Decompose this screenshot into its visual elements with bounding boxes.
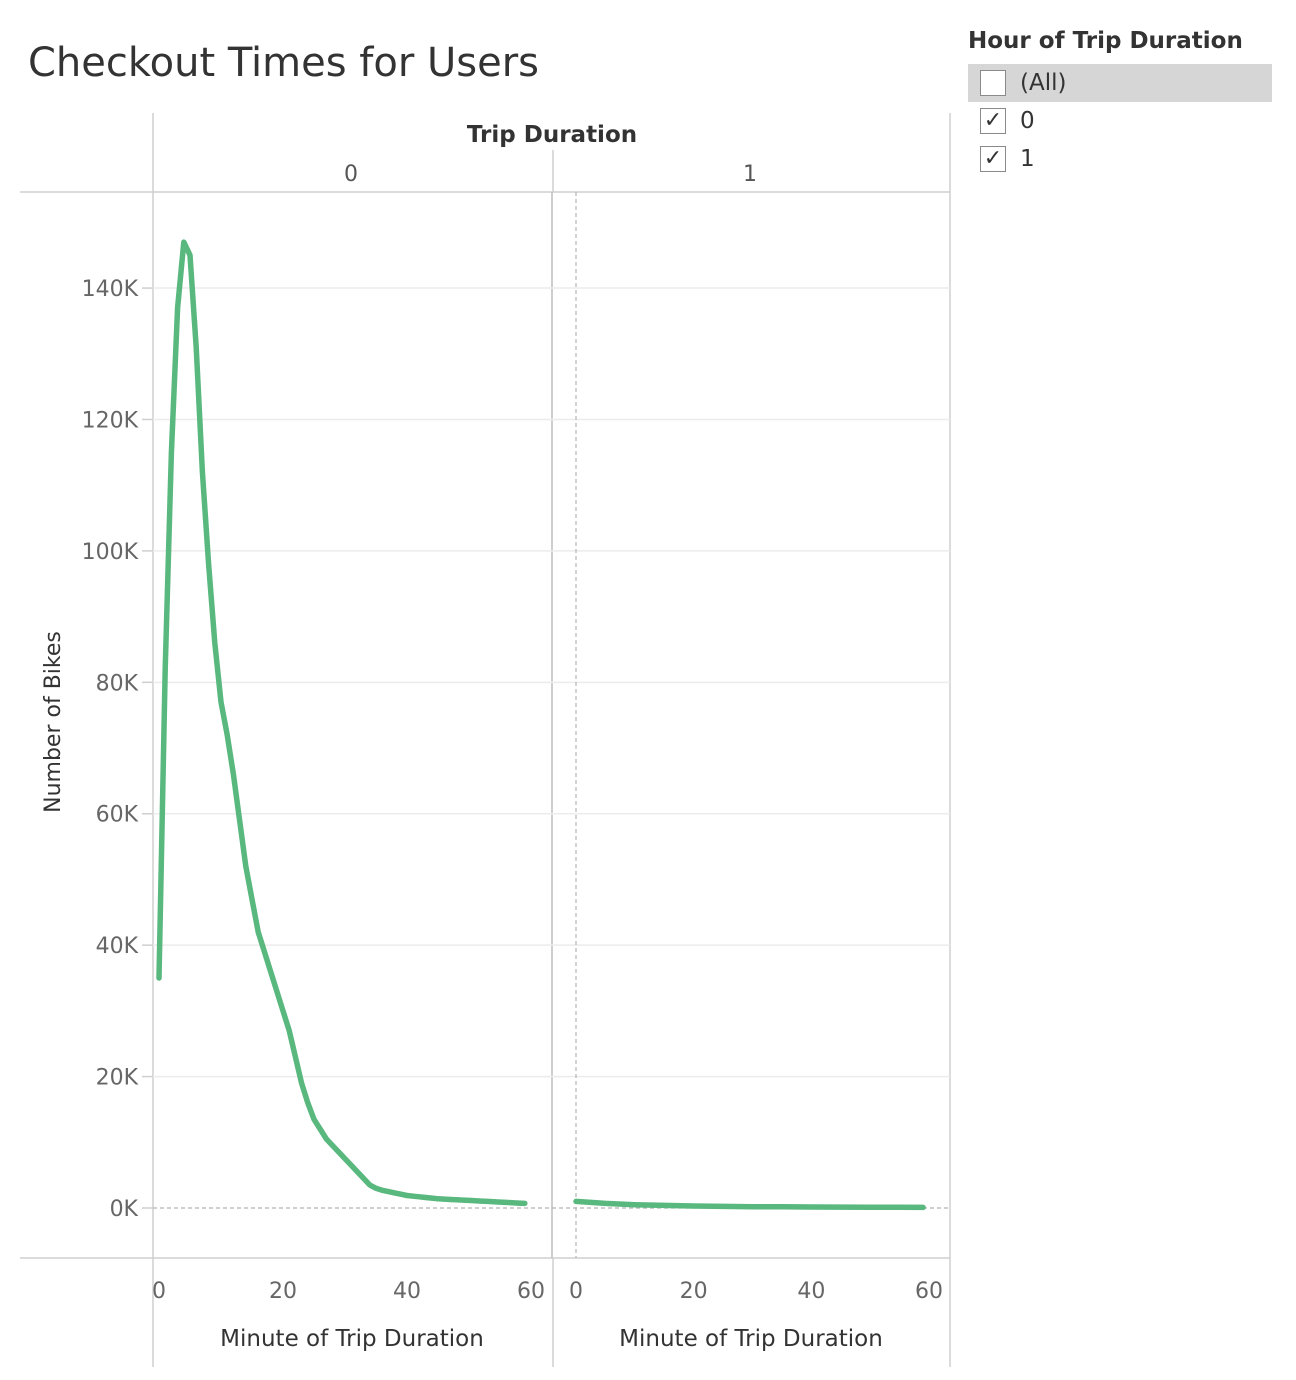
filter-item-0[interactable]: ✓ 0 [968, 102, 1272, 140]
y-tick-label: 140K [82, 277, 139, 302]
x-tick-label: 40 [797, 1279, 825, 1304]
x-tick-label: 20 [269, 1279, 297, 1304]
y-tick-label: 120K [82, 408, 139, 433]
filter-item-label: 0 [1020, 108, 1035, 134]
x-tick-label: 60 [517, 1279, 545, 1304]
checkbox-all[interactable] [980, 70, 1006, 96]
x-axis-label-0: Minute of Trip Duration [220, 1326, 484, 1352]
y-tick-label: 100K [82, 540, 139, 565]
y-tick-label: 80K [96, 671, 139, 696]
check-icon: ✓ [983, 108, 1003, 133]
filter-title: Hour of Trip Duration [968, 28, 1243, 54]
filter-item-all[interactable]: (All) [968, 64, 1272, 102]
filter-item-1[interactable]: ✓ 1 [968, 140, 1272, 178]
x-tick-labels: 0 20 40 60 0 20 40 60 [152, 1279, 943, 1304]
y-tick-labels: 0K 20K 40K 60K 80K 100K 120K 140K [82, 277, 153, 1222]
series-line-hour-0 [156, 239, 528, 1207]
series-lines [156, 239, 926, 1211]
x-tick-label: 40 [393, 1279, 421, 1304]
x-axis-label-1: Minute of Trip Duration [619, 1326, 883, 1352]
reference-lines [153, 192, 950, 1258]
series-line-hour-1 [573, 1198, 926, 1211]
hour-filter: Hour of Trip Duration (All) ✓ 0 ✓ 1 [968, 28, 1272, 178]
y-tick-label: 40K [96, 934, 139, 959]
chart-title: Checkout Times for Users [28, 40, 540, 86]
gridlines [153, 287, 950, 1078]
pane-label-0: 0 [344, 162, 358, 187]
column-header: Trip Duration [467, 122, 637, 148]
y-tick-label: 60K [96, 803, 139, 828]
x-tick-label: 0 [152, 1279, 166, 1304]
checkout-chart: 0K 20K 40K 60K 80K 100K 120K 140K 0 20 40 60 0 20 40 6… [20, 113, 951, 1367]
check-icon: ✓ [983, 146, 1003, 171]
checkbox-1[interactable]: ✓ [980, 146, 1006, 172]
chart-frame [20, 113, 951, 1367]
x-tick-label: 0 [569, 1279, 583, 1304]
x-tick-label: 20 [680, 1279, 708, 1304]
y-axis-label: Number of Bikes [41, 631, 66, 813]
y-tick-label: 20K [96, 1066, 139, 1091]
y-tick-label: 0K [110, 1197, 139, 1222]
pane-label-1: 1 [743, 162, 757, 187]
checkbox-0[interactable]: ✓ [980, 108, 1006, 134]
filter-item-label: (All) [1020, 70, 1067, 96]
filter-item-label: 1 [1020, 146, 1035, 172]
x-tick-label: 60 [915, 1279, 943, 1304]
